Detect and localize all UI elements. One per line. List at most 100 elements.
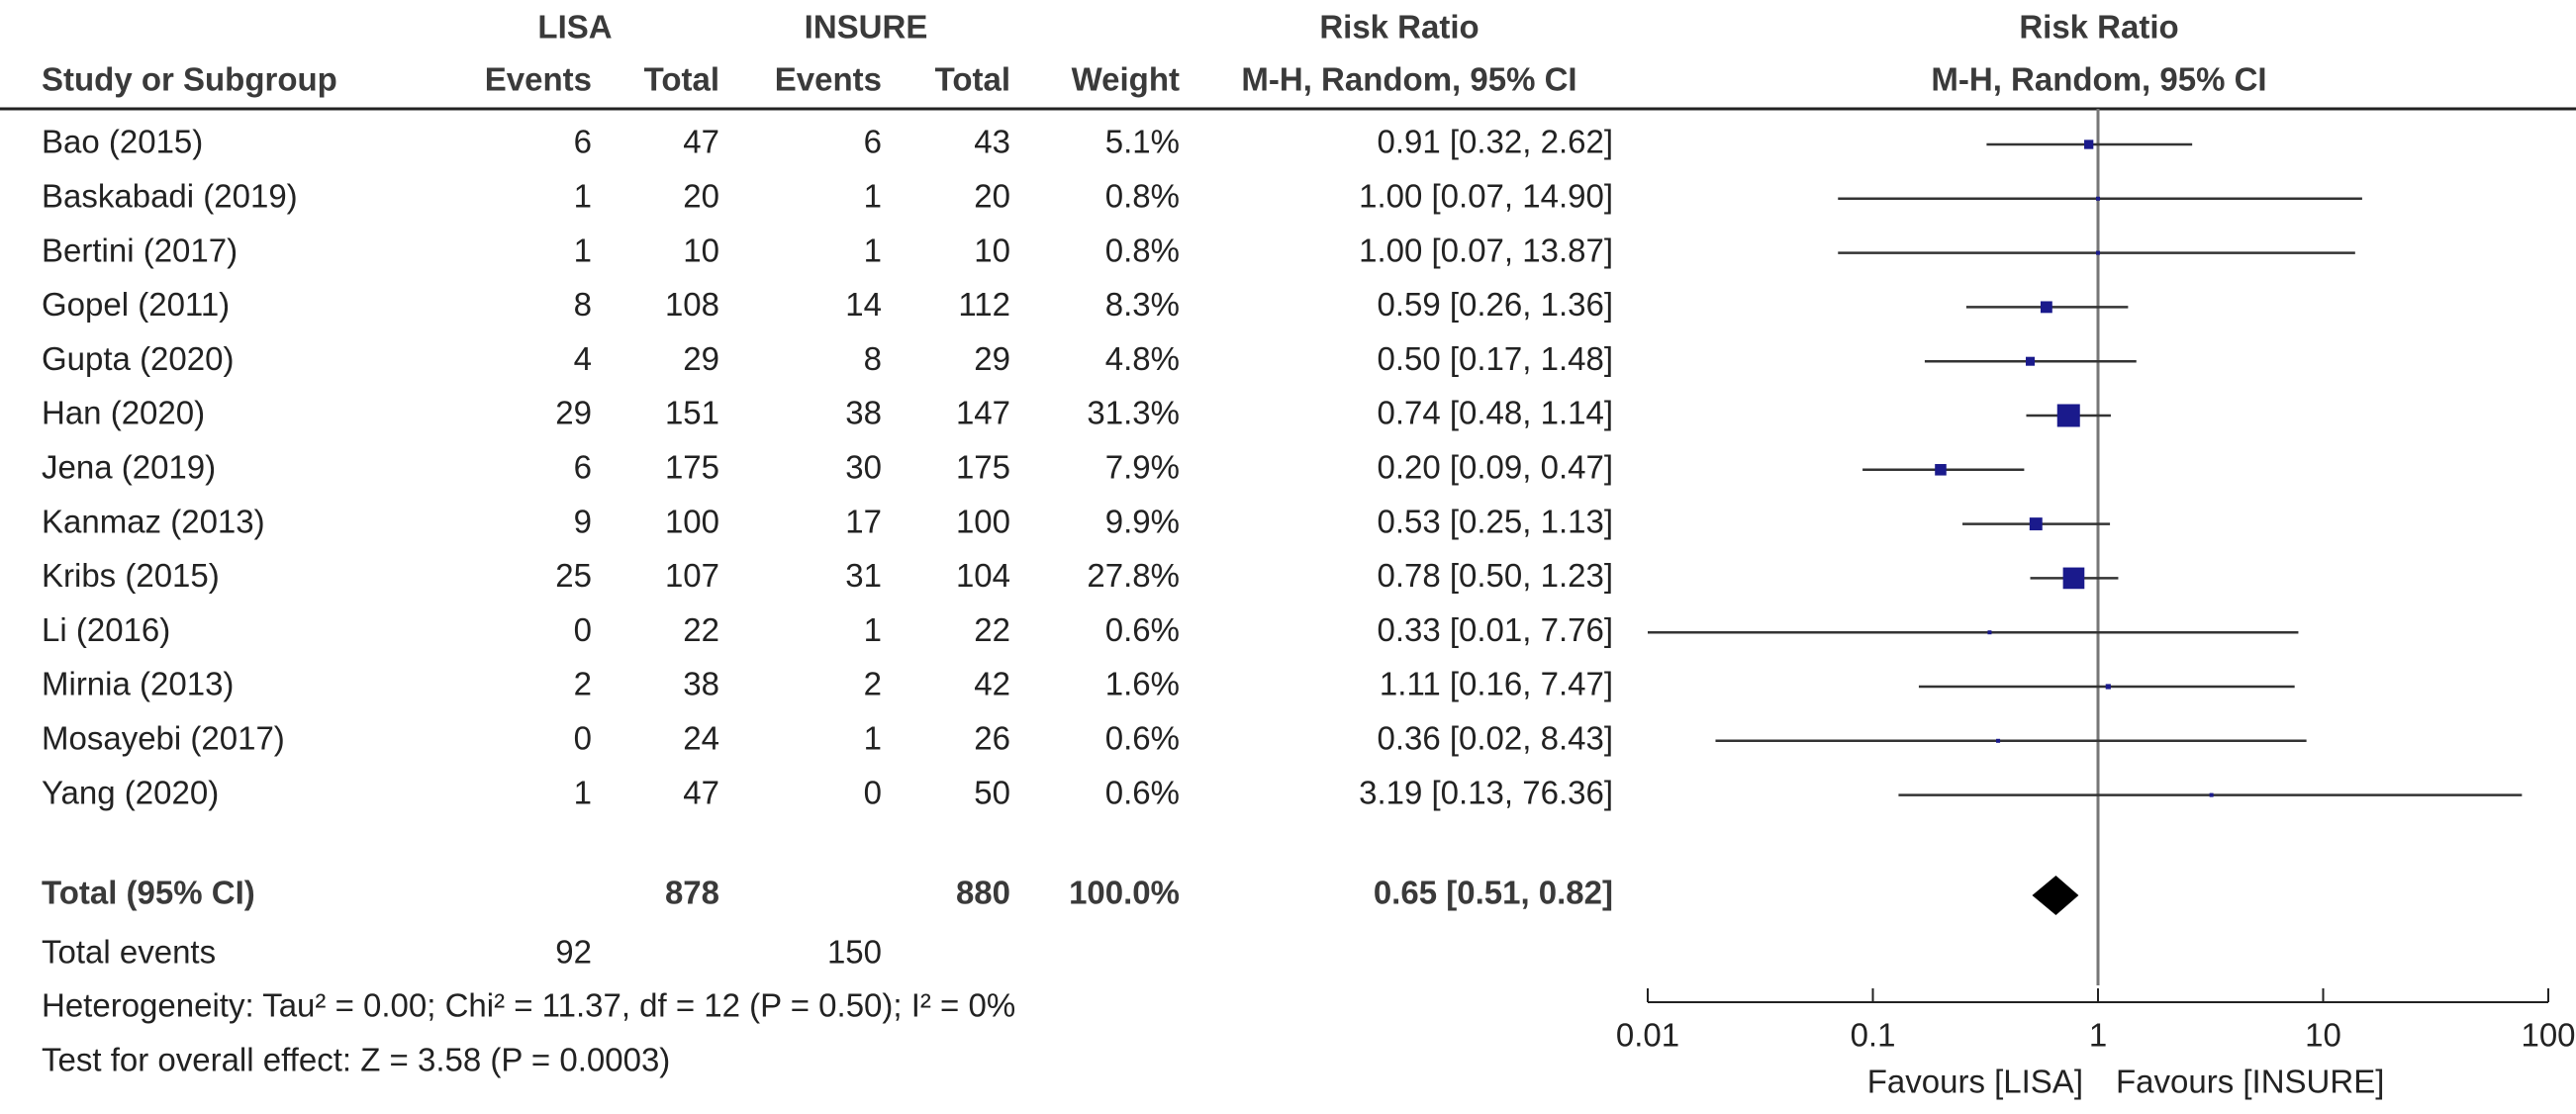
study-name: Gupta (2020): [42, 340, 234, 377]
table-cell: 42: [974, 666, 1010, 702]
table-cell: 6: [574, 449, 592, 486]
table-cell: 0.8%: [1105, 232, 1180, 268]
table-cell: 30: [845, 449, 882, 486]
effect-marker: [1996, 738, 2001, 743]
column-header: Events: [775, 61, 882, 98]
study-name: Bao (2015): [42, 124, 203, 160]
table-cell: 31.3%: [1087, 395, 1180, 431]
table-cell: 9.9%: [1105, 503, 1180, 539]
study-name: Kanmaz (2013): [42, 503, 265, 539]
table-cell: 0.6%: [1105, 611, 1180, 648]
table-cell: 20: [974, 178, 1010, 215]
study-name: Jena (2019): [42, 449, 216, 486]
table-cell: 0.78 [0.50, 1.23]: [1377, 557, 1613, 594]
total-events-cell: 150: [827, 934, 882, 971]
table-cell: 29: [555, 395, 592, 431]
table-cell: 0.36 [0.02, 8.43]: [1377, 720, 1613, 757]
study-name: Gopel (2011): [42, 286, 230, 323]
table-cell: 8.3%: [1105, 286, 1180, 323]
x-tick-label: 0.1: [1851, 1017, 1896, 1054]
table-cell: 20: [683, 178, 719, 215]
effect-marker: [2096, 250, 2100, 255]
study-name: Yang (2020): [42, 774, 219, 810]
table-cell: 38: [845, 395, 882, 431]
total-name: Total (95% CI): [42, 875, 255, 911]
overall-effect: Test for overall effect: Z = 3.58 (P = 0…: [42, 1042, 670, 1078]
table-cell: 43: [974, 124, 1010, 160]
group-header: INSURE: [805, 9, 928, 46]
table-cell: 50: [974, 774, 1010, 810]
favours-right: Favours [INSURE]: [2116, 1064, 2384, 1100]
effect-marker: [2096, 196, 2100, 201]
effect-marker: [2062, 567, 2085, 590]
column-header: M-H, Random, 95% CI: [1241, 61, 1576, 98]
group-header: LISA: [537, 9, 612, 46]
effect-marker: [1935, 464, 1947, 476]
table-cell: 1.00 [0.07, 13.87]: [1359, 232, 1613, 268]
table-cell: 0.50 [0.17, 1.48]: [1377, 340, 1613, 377]
study-name: Bertini (2017): [42, 232, 238, 268]
effect-marker: [1987, 630, 1992, 635]
total-events-cell: 92: [555, 934, 592, 971]
table-cell: 104: [956, 557, 1010, 594]
table-cell: 0.6%: [1105, 774, 1180, 810]
effect-header: Risk Ratio: [1319, 9, 1479, 46]
table-cell: 25: [555, 557, 592, 594]
x-tick-label: 10: [2305, 1017, 2341, 1054]
table-cell: 2: [864, 666, 882, 702]
total-events-label: Total events: [42, 934, 216, 971]
table-cell: 112: [958, 286, 1010, 323]
table-cell: 0.6%: [1105, 720, 1180, 757]
table-cell: 0.91 [0.32, 2.62]: [1377, 124, 1613, 160]
table-cell: 1: [574, 232, 592, 268]
column-header: Study or Subgroup: [42, 61, 337, 98]
table-cell: 26: [974, 720, 1010, 757]
table-cell: 1: [864, 178, 882, 215]
effect-marker: [2040, 301, 2052, 314]
table-cell: 8: [574, 286, 592, 323]
table-cell: 0: [864, 774, 882, 810]
table-cell: 1: [864, 232, 882, 268]
study-name: Kribs (2015): [42, 557, 220, 594]
x-tick-label: 100: [2521, 1017, 2575, 1054]
table-cell: 4: [574, 340, 592, 377]
column-header: Weight: [1072, 61, 1180, 98]
effect-header: Risk Ratio: [2019, 9, 2178, 46]
table-cell: 29: [974, 340, 1010, 377]
x-tick-label: 0.01: [1616, 1017, 1679, 1054]
table-cell: 0.8%: [1105, 178, 1180, 215]
table-cell: 2: [574, 666, 592, 702]
table-cell: 0.74 [0.48, 1.14]: [1377, 395, 1613, 431]
study-name: Mirnia (2013): [42, 666, 234, 702]
table-cell: 27.8%: [1087, 557, 1180, 594]
table-cell: 5.1%: [1105, 124, 1180, 160]
table-cell: 1: [864, 720, 882, 757]
total-cell: 878: [665, 875, 719, 911]
table-cell: 7.9%: [1105, 449, 1180, 486]
study-name: Li (2016): [42, 611, 170, 648]
study-name: Baskabadi (2019): [42, 178, 298, 215]
effect-marker: [2056, 404, 2080, 427]
column-header: Events: [485, 61, 592, 98]
table-cell: 1: [574, 774, 592, 810]
table-cell: 1: [574, 178, 592, 215]
table-cell: 147: [956, 395, 1010, 431]
table-cell: 1.11 [0.16, 7.47]: [1380, 666, 1613, 702]
table-cell: 10: [683, 232, 719, 268]
table-cell: 1: [864, 611, 882, 648]
table-cell: 0: [574, 611, 592, 648]
table-cell: 1.00 [0.07, 14.90]: [1359, 178, 1613, 215]
table-cell: 3.19 [0.13, 76.36]: [1359, 774, 1613, 810]
table-cell: 17: [845, 503, 882, 539]
table-cell: 31: [845, 557, 882, 594]
study-name: Mosayebi (2017): [42, 720, 285, 757]
column-header: Total: [644, 61, 719, 98]
effect-marker: [2105, 684, 2111, 690]
table-cell: 107: [665, 557, 719, 594]
table-cell: 0.33 [0.01, 7.76]: [1377, 611, 1613, 648]
x-tick-label: 1: [2089, 1017, 2107, 1054]
pooled-diamond: [2032, 876, 2079, 915]
table-cell: 6: [574, 124, 592, 160]
